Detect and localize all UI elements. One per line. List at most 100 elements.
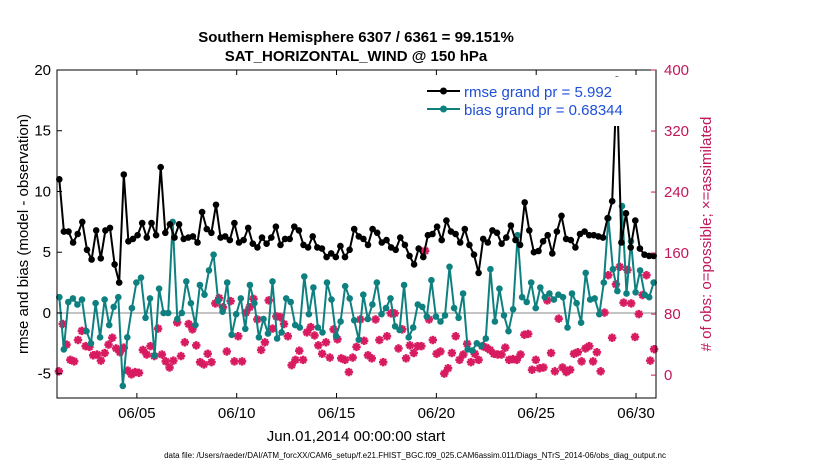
obs-count-marker-bar [139,346,147,354]
obs-count-marker-bar [364,351,372,360]
bias-point [487,265,494,273]
obs-count-marker [554,314,563,323]
rmse-point [69,239,77,246]
obs-count-marker [539,363,548,372]
obs-count-marker-bar [574,348,582,356]
y-tick-label: 15 [34,123,51,140]
obs-count-marker [531,355,541,365]
rmse-point [115,279,123,286]
obs-count-marker [203,349,212,358]
y2-tick-label: 0 [664,367,672,384]
rmse-point [521,199,528,206]
rmse-point [466,241,473,249]
obs-count-marker-bar [554,314,563,323]
obs-count-marker [359,336,369,345]
rmse-point [383,236,390,244]
rmse-point [599,234,607,241]
obs-count-marker-bar [631,333,639,341]
rmse-point [360,235,367,243]
bias-point [527,279,535,286]
obs-count-marker [325,353,334,362]
obs-count-marker-bar [314,341,323,350]
obs-count-marker-bar [337,354,345,363]
bias-point [332,332,340,340]
obs-count-marker-bar [333,335,342,343]
obs-count-marker [497,350,506,359]
y-tick-label: 20 [34,62,51,79]
obs-count-marker [287,361,296,370]
obs-count-marker [379,357,388,367]
obs-count-marker-bar [608,334,616,342]
obs-count-marker [501,343,510,352]
obs-count-marker [344,367,354,377]
obs-count-marker [298,355,308,365]
obs-count-marker [630,332,640,342]
obs-count-marker-bar [287,361,296,369]
obs-count-marker-bar [429,336,437,344]
bias-point [74,301,81,308]
rmse-point [148,219,155,227]
rmse-point [226,236,234,244]
bias-point [423,313,431,320]
legend-rmse-marker [440,87,447,95]
obs-count-marker-bar [348,353,357,362]
obs-count-marker [73,335,83,345]
rmse-point [208,229,215,237]
bias-point [573,299,580,307]
rmse-point [194,239,201,246]
rmse-point [79,218,86,226]
obs-count-marker-bar [528,366,536,374]
bias-point [242,325,249,333]
chart-title: Southern Hemisphere 6307 / 6361 = 99.151… [198,29,514,46]
bias-point [564,324,571,331]
rmse-point [401,241,409,249]
obs-count-marker [523,329,533,339]
rmse-point [254,244,261,251]
rmse-point [415,245,423,252]
obs-count-marker [443,364,453,373]
rmse-point [295,227,303,234]
rmse-point [304,244,312,251]
rmse-point [341,253,349,261]
rmse-point [526,227,533,234]
obs-count-marker [199,360,209,369]
obs-count-marker-bar [310,331,319,340]
obs-count-marker-bar [371,315,380,324]
rmse-point [429,230,436,238]
bias-point [400,281,408,289]
obs-count-marker-bar [108,334,117,342]
obs-count-marker [646,356,655,365]
obs-count-marker-bar [306,323,315,331]
obs-count-marker-bar [303,328,311,337]
rmse-point [585,231,593,239]
bias-point [632,289,639,296]
bias-point [278,329,285,336]
rmse-point [189,233,197,240]
obs-count-marker [161,357,170,366]
rmse-point [138,219,146,227]
bias-point [178,309,186,317]
obs-count-marker-bar [177,352,185,360]
y-tick-label: 5 [43,244,51,261]
bias-point [568,290,576,297]
rmse-point [120,171,128,178]
obs-count-marker-bar [284,332,292,340]
rmse-point [364,241,372,249]
obs-count-marker-bar [448,349,456,357]
obs-count-marker-bar [70,357,78,366]
bias-point [78,296,86,303]
bias-point [650,279,657,286]
bias-point [591,295,598,302]
rmse-point [309,233,317,240]
obs-count-marker-bar [196,358,204,366]
rmse-point [286,235,294,243]
bias-point [196,281,204,289]
obs-count-marker-bar [566,366,574,374]
obs-count-marker [104,340,113,349]
legend-bias-marker [440,105,447,113]
bias-point [301,273,308,280]
bias-point [205,267,213,274]
rmse-point [456,239,464,246]
y-tick-label: 10 [34,183,51,200]
bias-point [232,310,240,318]
